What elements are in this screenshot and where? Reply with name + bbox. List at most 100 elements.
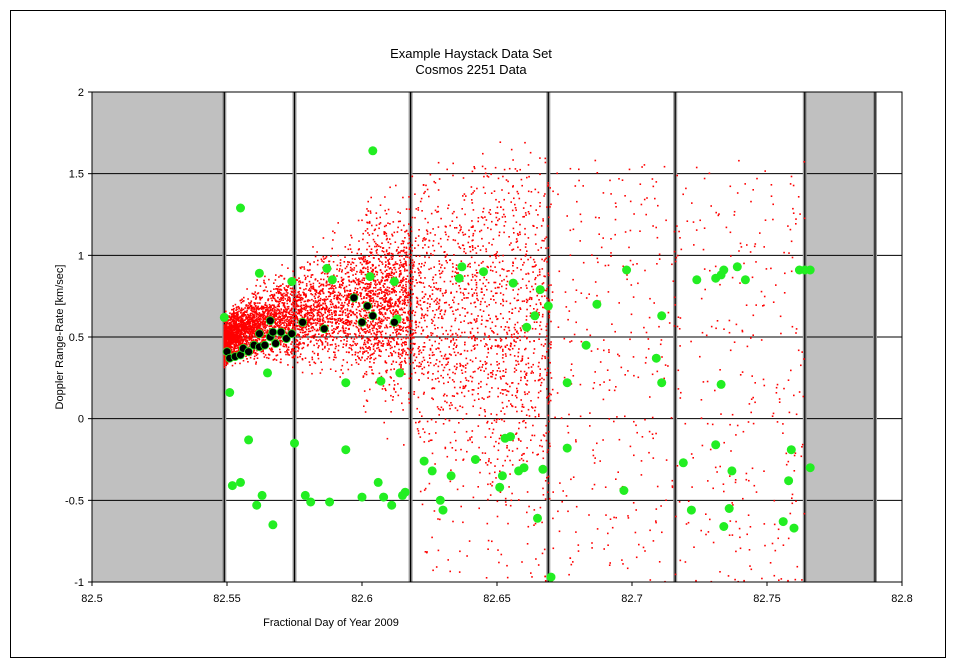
red-point: [381, 304, 384, 306]
red-point: [366, 337, 368, 340]
red-point: [389, 326, 391, 328]
red-point: [234, 336, 236, 338]
red-point: [320, 323, 323, 326]
red-point: [409, 321, 411, 324]
red-point: [509, 302, 512, 305]
red-point: [407, 293, 410, 295]
red-point: [301, 358, 304, 360]
red-point: [386, 369, 388, 372]
red-point: [321, 271, 324, 274]
red-point: [399, 326, 401, 329]
red-point: [529, 256, 532, 259]
red-point: [322, 237, 325, 239]
red-point: [363, 343, 365, 346]
red-point: [371, 305, 374, 307]
red-point: [279, 288, 282, 291]
red-point: [454, 354, 457, 357]
red-point: [354, 258, 356, 260]
red-point: [293, 301, 295, 304]
red-point: [304, 357, 307, 359]
red-point: [298, 334, 300, 336]
red-point: [490, 363, 492, 366]
red-point: [252, 325, 254, 327]
red-point: [282, 316, 285, 318]
red-point: [319, 338, 321, 341]
red-point: [373, 240, 376, 243]
red-point: [401, 289, 403, 291]
red-point: [443, 382, 445, 385]
red-point: [342, 359, 345, 361]
red-point: [409, 334, 411, 337]
red-point: [312, 303, 315, 306]
red-point: [294, 317, 297, 319]
red-point: [371, 306, 373, 309]
red-point: [365, 330, 367, 333]
red-point: [395, 309, 397, 311]
red-point: [239, 362, 241, 365]
red-point: [232, 338, 234, 340]
red-point: [366, 324, 369, 326]
red-point: [351, 236, 353, 239]
red-point: [251, 335, 254, 337]
red-point: [286, 316, 289, 319]
red-point: [336, 298, 338, 301]
red-point: [387, 259, 389, 261]
red-point: [339, 310, 341, 312]
red-point: [400, 387, 402, 390]
red-point: [342, 329, 345, 331]
red-point: [303, 316, 306, 319]
red-point: [398, 275, 401, 278]
red-point: [268, 354, 271, 356]
red-point: [475, 357, 477, 359]
red-point: [444, 310, 446, 313]
red-point: [364, 328, 366, 330]
red-point: [407, 294, 409, 297]
red-point: [327, 308, 330, 311]
red-point: [402, 277, 404, 280]
red-point: [383, 421, 385, 424]
red-point: [471, 393, 474, 396]
red-point: [228, 337, 231, 339]
red-point: [365, 297, 368, 299]
red-point: [394, 304, 396, 307]
red-point: [362, 258, 364, 261]
red-point: [365, 282, 368, 285]
red-point: [328, 311, 330, 314]
red-point: [323, 298, 325, 301]
red-point: [513, 367, 516, 370]
red-point: [495, 271, 498, 273]
red-point: [515, 238, 518, 240]
red-point: [540, 246, 542, 249]
red-point: [284, 331, 287, 333]
red-point: [273, 314, 276, 316]
red-point: [404, 251, 406, 254]
red-point: [405, 316, 408, 318]
red-point: [434, 299, 437, 301]
red-point: [281, 319, 284, 322]
red-point: [260, 297, 262, 299]
red-point: [380, 320, 382, 322]
red-point: [303, 294, 305, 296]
red-point: [368, 222, 371, 224]
red-point: [506, 344, 508, 346]
red-point: [370, 333, 373, 335]
red-point: [418, 229, 420, 231]
red-point: [245, 315, 247, 318]
red-point: [266, 315, 269, 317]
red-point: [370, 295, 372, 297]
red-point: [341, 364, 344, 367]
red-point: [339, 268, 341, 270]
red-point: [376, 305, 378, 308]
red-point: [410, 277, 413, 280]
red-point: [530, 366, 533, 368]
red-point: [259, 314, 261, 316]
red-point: [236, 313, 238, 315]
red-point: [307, 305, 310, 308]
red-point: [294, 306, 296, 308]
red-point: [278, 326, 281, 329]
red-point: [312, 286, 315, 289]
red-point: [278, 311, 281, 313]
red-point: [426, 420, 429, 423]
red-point: [243, 332, 245, 335]
